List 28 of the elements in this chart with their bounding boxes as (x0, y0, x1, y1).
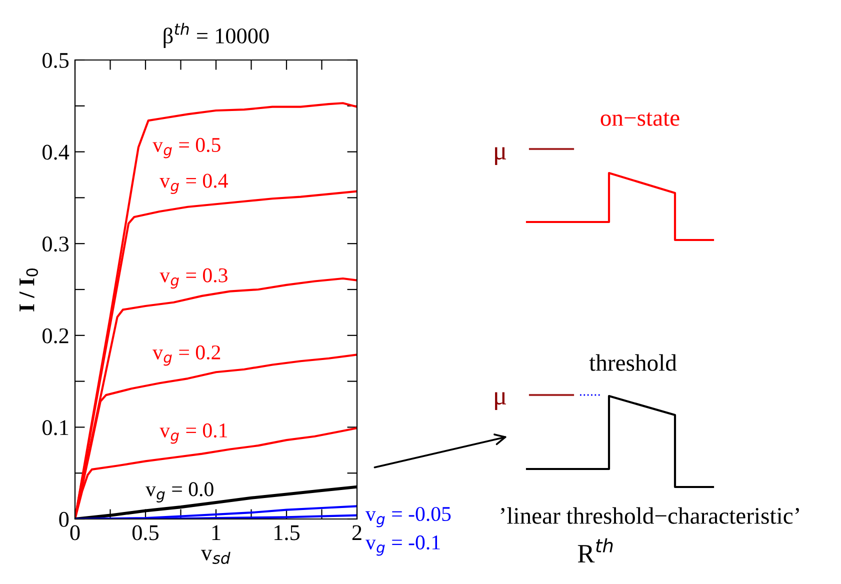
x-tick-label: 2 (352, 525, 362, 540)
series-label: v$_{g}$ = 0.2 (152, 345, 220, 366)
y-tick-label: 0.5 (42, 52, 69, 68)
text: ’linear threshold−characteristic’ (500, 507, 799, 524)
text: threshold (589, 354, 677, 371)
series-label: v$_{g}$ = -0.05 (365, 506, 451, 528)
series-label: v$_{g}$ = 0.4 (160, 174, 228, 194)
chart-title: β$^{th}$ = 10000 (164, 22, 269, 48)
series-label: v$_{g}$ = 0.1 (160, 423, 227, 444)
series-label: v$_{g}$ = 0.5 (152, 138, 220, 158)
series-label: v$_{g}$ = 0.0 (146, 482, 214, 502)
text: μ (495, 147, 506, 165)
y-tick-label: 0.4 (42, 144, 70, 160)
x-tick-label: 0.5 (132, 525, 159, 540)
y-tick-label: 0.1 (42, 420, 68, 436)
y-tick-label: 0.3 (42, 236, 69, 252)
series-label: v$_{g}$ = 0.3 (160, 268, 228, 289)
y-axis-title: I / I$_{0}$ (19, 268, 38, 312)
x-tick-label: 1.5 (274, 525, 300, 540)
text: on−state (600, 112, 680, 126)
series-label: v$_{g}$ = -0.1 (365, 535, 440, 556)
x-tick-label: 0 (70, 525, 80, 540)
y-tick-label: 0 (59, 512, 69, 527)
x-axis-title: v$_{sd}$ (201, 550, 230, 564)
text: R$^{th}$ (578, 538, 613, 562)
y-tick-label: 0.2 (42, 328, 68, 344)
text: μ (495, 392, 506, 410)
x-tick-label: 1 (212, 525, 220, 540)
